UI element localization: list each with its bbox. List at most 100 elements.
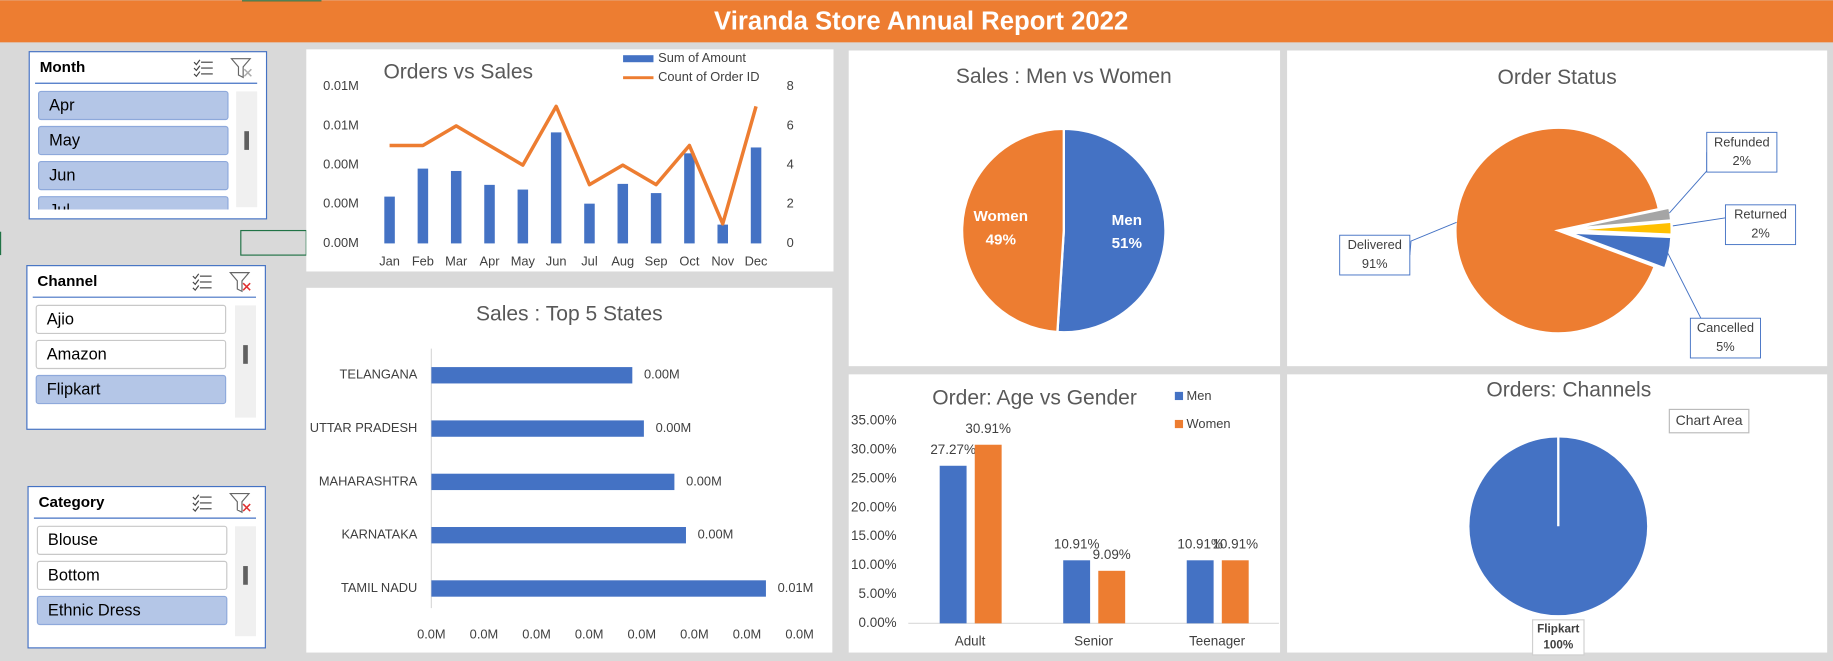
multi-select-icon[interactable] — [192, 494, 200, 501]
bar — [1098, 570, 1126, 624]
slicer-item[interactable] — [35, 374, 227, 405]
multi-select-icon[interactable] — [192, 285, 200, 292]
x-tick-label: 0.0M — [417, 626, 446, 641]
slicer-item[interactable] — [37, 125, 229, 156]
y-tick-label: 0.01M — [323, 117, 359, 132]
x-tick-label: 0.0M — [680, 626, 709, 641]
bar — [431, 580, 766, 597]
multi-select-icon[interactable] — [193, 59, 201, 66]
scroll-thumb[interactable] — [244, 131, 249, 150]
data-label: Flipkart — [1537, 622, 1579, 635]
x-tick-label: Teenager — [1189, 634, 1246, 649]
y-tick-label: 0.00M — [323, 196, 359, 211]
x-tick-label: Jun — [546, 254, 567, 269]
value-label: 30.91% — [965, 421, 1011, 436]
value-label: 10.91% — [1212, 537, 1258, 552]
scroll-thumb[interactable] — [243, 345, 248, 364]
slicer-item-label[interactable]: Blouse — [48, 531, 98, 549]
bar — [550, 132, 562, 244]
x-tick-label: Jan — [379, 254, 400, 269]
chart-title: Orders vs Sales — [383, 60, 533, 83]
value-label: 0.00M — [698, 527, 734, 542]
chart-title: Order: Age vs Gender — [932, 386, 1137, 409]
y-tick-label: TELANGANA — [340, 367, 418, 382]
chart-title: Order Status — [1497, 66, 1616, 89]
multi-select-icon[interactable] — [193, 71, 201, 78]
callout-box — [1706, 131, 1778, 173]
value-label: 0.00M — [644, 367, 680, 382]
y2-tick-label: 4 — [787, 156, 794, 171]
slicer-item[interactable] — [36, 560, 228, 591]
slicer-item[interactable] — [37, 160, 229, 191]
bar — [1186, 560, 1214, 624]
line — [389, 104, 758, 226]
slicer-item-label[interactable]: Jul — [49, 202, 70, 220]
data-label: 49% — [986, 231, 1017, 248]
clear-filter-icon[interactable] — [229, 272, 251, 293]
value-label: 27.27% — [930, 442, 976, 457]
slicer-item-label[interactable]: Amazon — [47, 345, 107, 363]
x-tick-label: Nov — [711, 254, 734, 269]
slicer-item-label[interactable]: May — [49, 131, 81, 149]
y-tick-label: 30.00% — [851, 442, 897, 457]
y-tick-label: MAHARASHTRA — [319, 473, 418, 488]
y-tick-label: 20.00% — [851, 499, 897, 514]
slicer-item-label[interactable]: Ethnic Dress — [48, 601, 141, 619]
y-tick-label: TAMIL NADU — [341, 580, 417, 595]
multi-select-icon[interactable] — [192, 273, 200, 280]
slicer-item[interactable] — [36, 525, 228, 555]
slicer-item-label[interactable]: Ajio — [47, 310, 74, 328]
data-label: Returned — [1734, 207, 1787, 222]
data-label: Cancelled — [1697, 320, 1754, 335]
x-tick-label: Mar — [445, 254, 468, 269]
slicer-item-label[interactable]: Flipkart — [47, 380, 101, 398]
scroll-thumb[interactable] — [243, 566, 248, 585]
clear-filter-icon[interactable] — [243, 68, 252, 77]
slicer-title: Category — [39, 494, 105, 511]
clear-filter-icon[interactable] — [242, 282, 251, 291]
chart-title: Sales : Top 5 States — [476, 302, 663, 325]
callout-box — [1531, 619, 1585, 656]
multi-select-icon[interactable] — [193, 65, 201, 72]
y-tick-label: 35.00% — [851, 413, 897, 428]
bar — [517, 189, 529, 244]
data-label: Men — [1112, 212, 1142, 229]
y-tick-label: 10.00% — [851, 557, 897, 572]
pie-slice — [1056, 127, 1167, 334]
slicer-item[interactable] — [37, 196, 229, 225]
pie-slice — [1568, 220, 1673, 236]
value-label: 0.01M — [778, 580, 814, 595]
slicer-items: Apr May Jun Jul — [37, 90, 229, 225]
slicer-item[interactable] — [35, 339, 227, 370]
multi-select-icon[interactable] — [192, 279, 200, 286]
data-label: 5% — [1716, 339, 1735, 354]
multi-select-icon[interactable] — [192, 506, 200, 513]
data-label: Delivered — [1348, 237, 1402, 252]
bar — [484, 184, 495, 244]
slicer-item-label[interactable]: Jun — [49, 167, 75, 185]
slicer-item[interactable] — [35, 304, 227, 335]
multi-select-icon[interactable] — [192, 500, 200, 507]
legend-label: Count of Order ID — [658, 69, 759, 84]
slicer-item-label[interactable]: Bottom — [48, 566, 100, 584]
x-tick-label: 0.0M — [733, 626, 762, 641]
value-label: 10.91% — [1177, 537, 1223, 552]
bar — [417, 168, 429, 244]
clear-filter-icon[interactable] — [230, 58, 252, 79]
x-tick-label: 0.0M — [470, 626, 499, 641]
x-tick-label: Senior — [1074, 634, 1113, 649]
report-title: Viranda Store Annual Report 2022 — [714, 7, 1128, 35]
callout-box — [1689, 317, 1761, 359]
bar — [974, 444, 1002, 624]
slicer-item[interactable] — [37, 90, 229, 121]
slicer-item-label[interactable]: Apr — [49, 96, 75, 114]
y-tick-label: 15.00% — [851, 528, 897, 543]
slicer-item[interactable] — [36, 595, 228, 626]
clear-filter-icon[interactable] — [242, 503, 251, 512]
data-label: 91% — [1362, 256, 1388, 271]
legend-swatch — [1174, 419, 1184, 429]
legend-label: Men — [1187, 388, 1212, 403]
slicer-title: Channel — [37, 273, 97, 290]
tooltip-text: Chart Area — [1676, 412, 1743, 428]
clear-filter-icon[interactable] — [229, 492, 251, 514]
